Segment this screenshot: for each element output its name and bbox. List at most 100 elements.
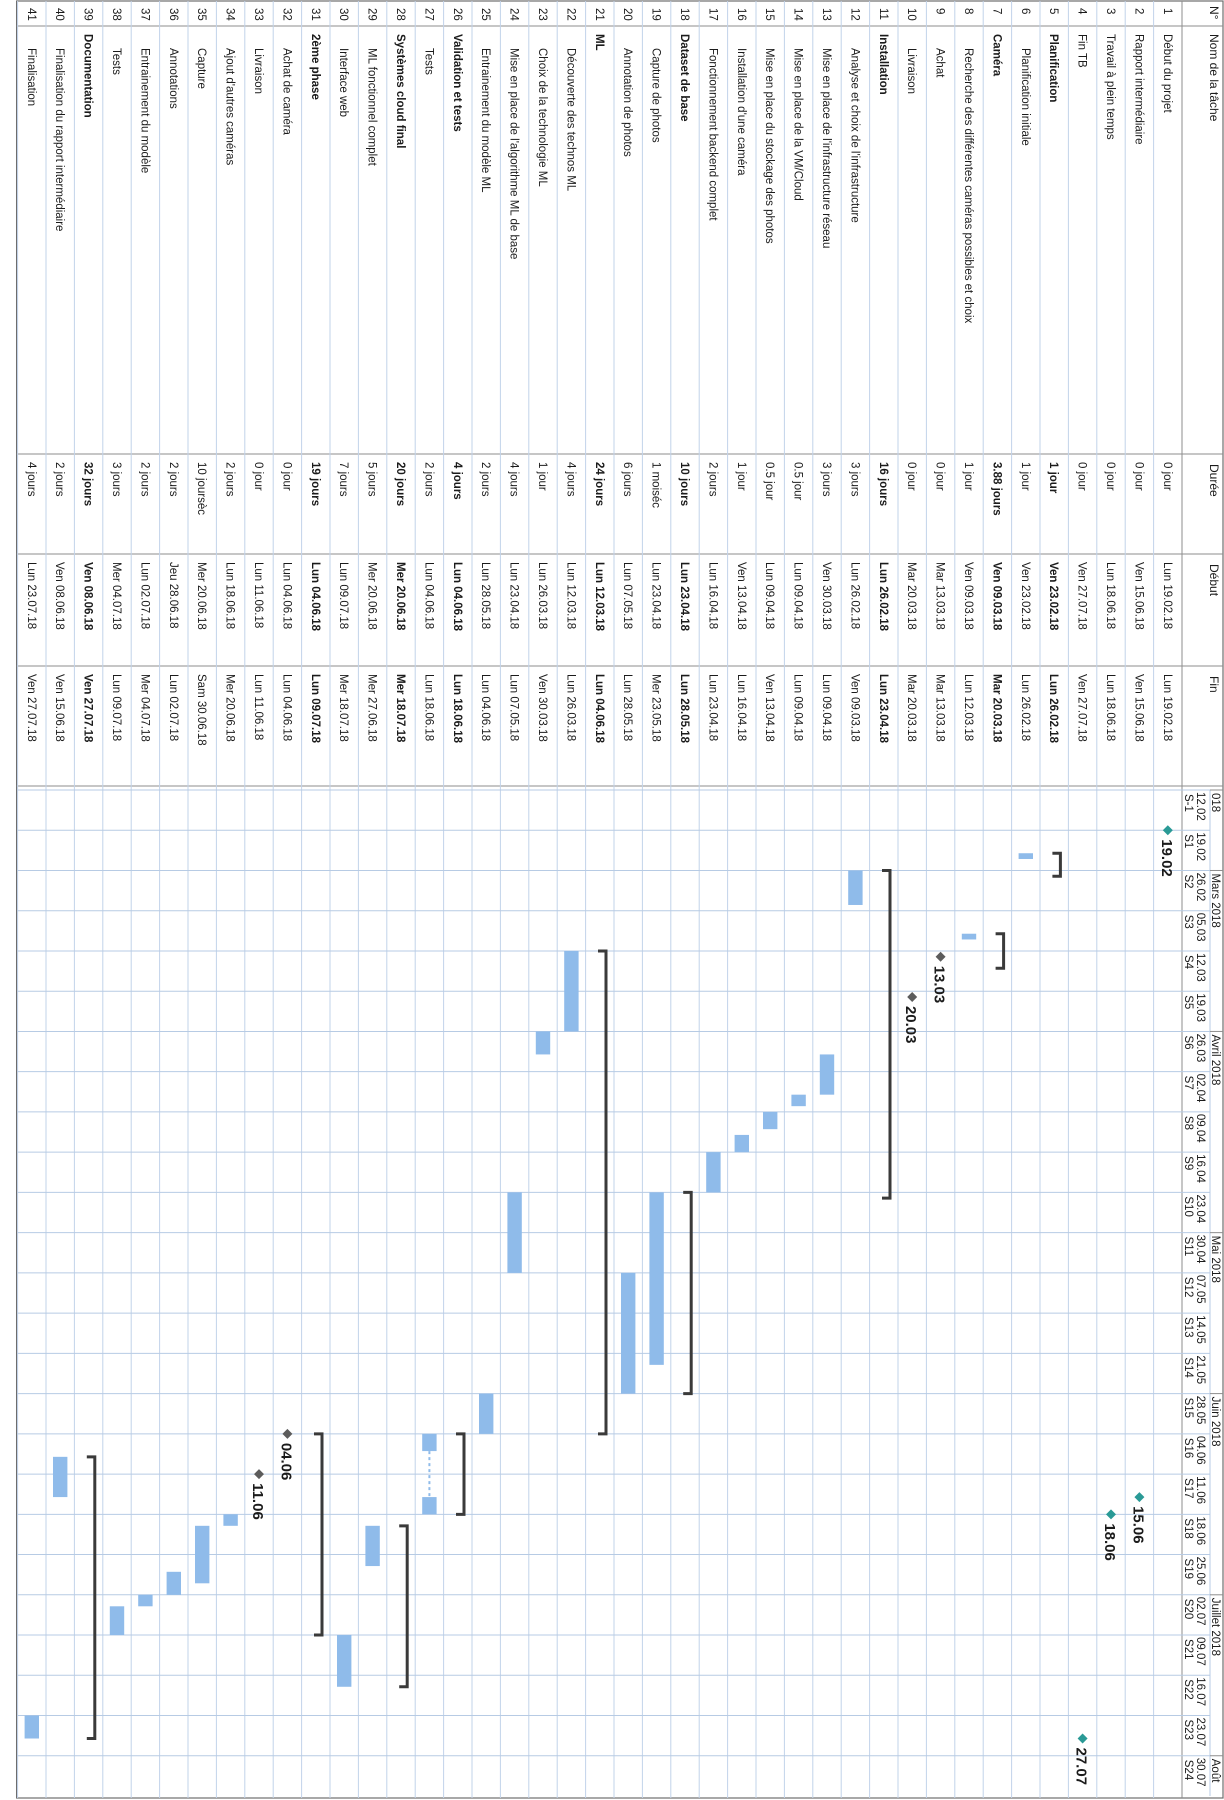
week-date-label: 09.07: [1194, 1637, 1206, 1666]
task-duration: 4 jours: [451, 462, 463, 500]
task-id: 12: [848, 8, 860, 21]
task-end: Ven 27.07.18: [1076, 674, 1088, 742]
task-duration: 0 jour: [1161, 462, 1173, 491]
task-start: Lun 28.05.18: [479, 562, 491, 629]
task-end: Lun 12.03.18: [962, 674, 974, 741]
task-end: Lun 28.05.18: [621, 674, 633, 741]
task-end: Lun 28.05.18: [678, 674, 690, 744]
task-id: 29: [366, 8, 378, 21]
task-start: Ven 08.06.18: [53, 562, 65, 630]
milestone-label-33: 11.06: [249, 1483, 266, 1520]
task-end: Lun 09.04.18: [820, 674, 832, 741]
task-duration: 7 jours: [337, 462, 349, 497]
task-name: Fonctionnement backend complet: [706, 48, 718, 221]
task-id: 19: [650, 8, 662, 21]
task-id: 26: [451, 8, 463, 21]
task-duration: 2 jours: [167, 462, 179, 497]
task-id: 5: [1047, 8, 1059, 14]
gantt-frame: [15, 0, 1224, 1799]
task-start: Ven 23.02.18: [1019, 562, 1031, 630]
task-name: ML: [593, 34, 605, 51]
task-bar-12: [848, 870, 863, 905]
task-duration: 1 moiséc: [650, 462, 662, 508]
task-end: Lun 23.04.18: [706, 674, 718, 741]
week-number-label: S11: [1182, 1237, 1194, 1257]
summary-bracket-5: [1052, 851, 1062, 878]
task-duration: 4 jours: [508, 462, 520, 497]
task-name: Recherche des différentes caméras possib…: [962, 48, 974, 324]
task-end: Lun 18.06.18: [451, 674, 463, 744]
task-bar-30: [337, 1635, 352, 1687]
task-name: Dataset de base: [678, 34, 690, 122]
week-number-label: S1: [1182, 834, 1194, 848]
week-number-label: S23: [1182, 1720, 1194, 1740]
task-id: 35: [195, 8, 207, 21]
task-name: Ajout d'autres caméras: [224, 48, 236, 166]
week-number-label: S8: [1182, 1116, 1194, 1130]
task-end: Lun 09.04.18: [792, 674, 804, 741]
task-name: Fin TB: [1076, 34, 1088, 68]
task-bar-29: [365, 1525, 380, 1567]
task-name: Mise en place de la VM/Cloud: [792, 48, 804, 201]
milestone-diamond-33: [254, 1469, 264, 1480]
task-duration: 20 jours: [394, 462, 406, 506]
task-bar-23: [535, 1031, 551, 1055]
task-name: Planification initiale: [1019, 48, 1031, 146]
task-id: 34: [224, 8, 236, 21]
task-bar-13: [819, 1054, 835, 1095]
milestone-diamond-10: [907, 991, 918, 1002]
week-number-label: S15: [1182, 1398, 1194, 1418]
milestone-diamond-32: [282, 1428, 293, 1439]
milestone-label-4: 27.07: [1073, 1748, 1090, 1786]
summary-bracket-7: [995, 932, 1006, 970]
task-id: 24: [508, 8, 520, 21]
week-number-label: S7: [1182, 1076, 1194, 1090]
task-start: Lun 26.02.18: [877, 562, 889, 632]
summary-bracket-31: [314, 1432, 324, 1637]
task-end: Mar 13.03.18: [934, 674, 946, 742]
task-duration: 16 jours: [877, 462, 889, 506]
week-number-label: S-1: [1182, 794, 1194, 812]
task-end: Lun 11.06.18: [252, 674, 264, 740]
task-id: 32: [280, 8, 292, 21]
task-duration: 0 jour: [1132, 462, 1144, 491]
week-number-label: S16: [1182, 1438, 1194, 1458]
task-name: Début du projet: [1161, 34, 1173, 113]
task-end: Lun 04.06.18: [479, 674, 491, 741]
week-number-label: S12: [1182, 1277, 1194, 1297]
week-date-label: 14.05: [1194, 1315, 1206, 1344]
task-duration: 2 jours: [224, 462, 236, 497]
task-name: Achat: [934, 48, 946, 78]
task-end: Lun 18.06.18: [422, 674, 434, 741]
task-id: 8: [962, 8, 974, 14]
task-id: 20: [621, 8, 633, 21]
task-name: Planification: [1047, 34, 1059, 102]
task-start: Lun 19.02.18: [1161, 562, 1173, 629]
task-end: Ven 30.03.18: [536, 674, 548, 742]
task-id: 15: [763, 8, 775, 21]
task-id: 25: [479, 8, 491, 21]
week-date-label: 25.06: [1194, 1557, 1206, 1586]
task-id: 6: [1019, 8, 1031, 14]
task-name: Tests: [422, 48, 434, 75]
week-date-label: 11.06: [1194, 1476, 1206, 1504]
task-end: Lun 04.06.18: [593, 674, 605, 744]
week-date-label: 18.06: [1194, 1516, 1206, 1545]
task-end: Ven 27.07.18: [82, 674, 94, 743]
task-name: Entrainement du modèle ML: [479, 48, 491, 193]
task-bar-8: [961, 933, 977, 940]
task-id: 31: [309, 8, 321, 21]
week-number-label: S3: [1182, 915, 1194, 929]
milestone-label-10: 20.03: [902, 1006, 919, 1044]
task-start: Lun 18.06.18: [1104, 562, 1116, 629]
week-date-label: 23.04: [1194, 1194, 1206, 1223]
week-date-label: 21.05: [1194, 1355, 1206, 1384]
task-id: 27: [422, 8, 434, 21]
task-name: Finalisation: [25, 48, 37, 106]
task-name: Finalisation du rapport intermédiaire: [53, 48, 65, 231]
task-start: Ven 09.03.18: [990, 562, 1002, 631]
task-start: Mar 13.03.18: [934, 562, 946, 630]
task-duration: 32 jours: [82, 462, 94, 506]
task-start: Mer 20.06.18: [366, 562, 378, 630]
week-date-label: 05.03: [1194, 913, 1206, 942]
